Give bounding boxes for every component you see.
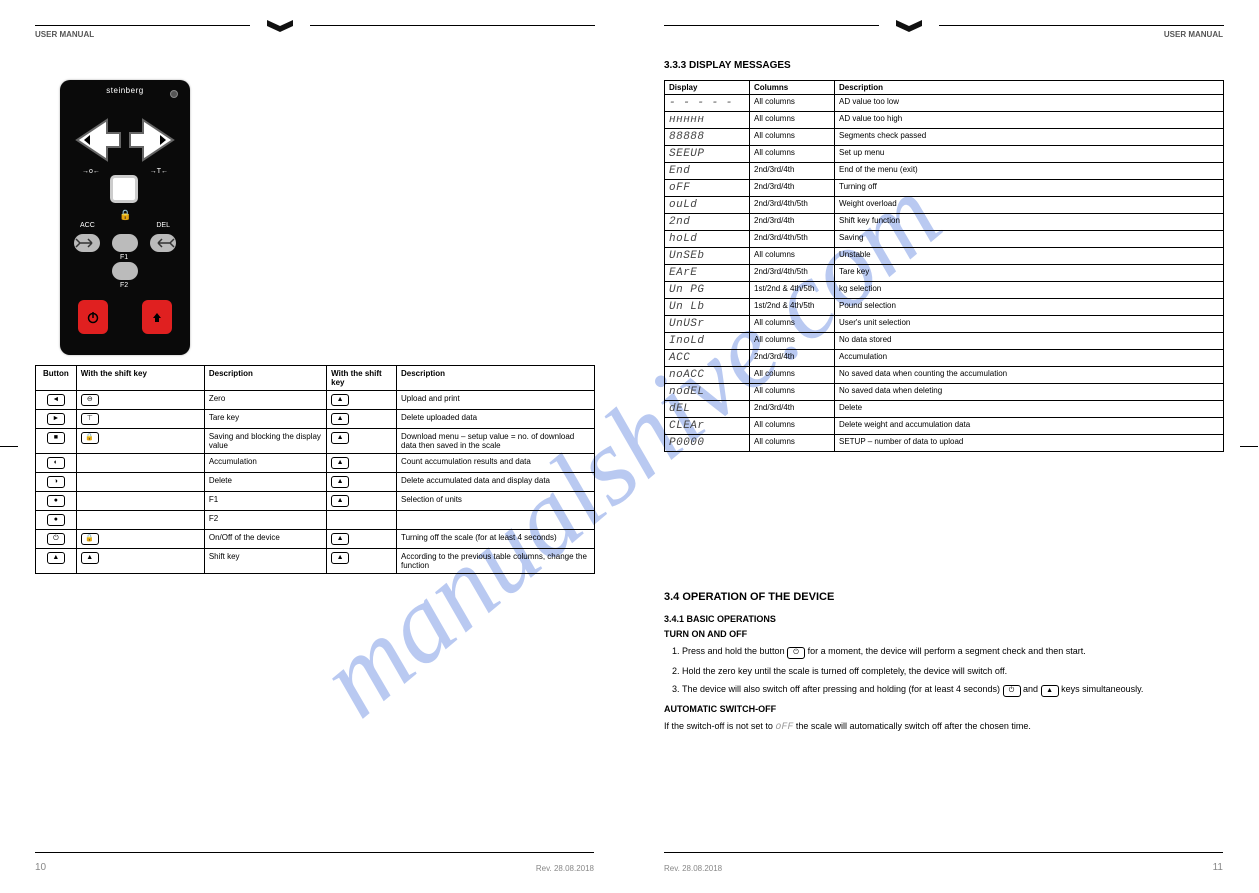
remote-arrow-left xyxy=(72,115,122,165)
display-table-row: UnSEbAll columnsUnstable xyxy=(665,248,1224,265)
acc-label: ACC xyxy=(80,222,95,229)
display-table-row: oFF2nd/3rd/4thTurning off xyxy=(665,180,1224,197)
button-table-row: ►⊤Tare key▲Delete uploaded data xyxy=(36,410,595,429)
display-table-row: - - - - -All columnsAD value too low xyxy=(665,95,1224,112)
crop-mark-right xyxy=(1240,446,1258,447)
remote-lock-button xyxy=(110,175,138,203)
th-shift2: With the shift key xyxy=(327,366,397,391)
footer-rule xyxy=(35,852,594,853)
button-table-row: ◄⊖Zero▲Upload and print xyxy=(36,391,595,410)
display-table-row: nodELAll columnsNo saved data when delet… xyxy=(665,384,1224,401)
button-table-row: ●F1▲Selection of units xyxy=(36,492,595,511)
display-table-row: noACCAll columnsNo saved data when count… xyxy=(665,367,1224,384)
display-table-row: CLEArAll columnsDelete weight and accumu… xyxy=(665,418,1224,435)
rev-date-right: Rev. 28.08.2018 xyxy=(664,864,722,873)
th-desc2: Description xyxy=(397,366,595,391)
display-table-row: Un PG1st/2nd & 4th/5thkg selection xyxy=(665,282,1224,299)
button-table-row: ▲▲Shift key▲According to the previous ta… xyxy=(36,549,595,574)
rev-date-left: Rev. 28.08.2018 xyxy=(536,864,594,873)
button-function-table: Button With the shift key Description Wi… xyxy=(35,365,595,574)
footer-rule xyxy=(664,852,1223,853)
page-right: USER MANUAL 3.3.3 DISPLAY MESSAGES Displ… xyxy=(629,0,1258,893)
step-turn-off-combo: The device will also switch off after pr… xyxy=(682,683,1224,697)
remote-f2-button xyxy=(112,262,138,280)
display-table-row: End2nd/3rd/4thEnd of the menu (exit) xyxy=(665,163,1224,180)
button-table-row: ◑Delete▲Delete accumulated data and disp… xyxy=(36,473,595,492)
heading-operation: 3.4 OPERATION OF THE DEVICE xyxy=(664,590,1224,605)
f1-label: F1 xyxy=(120,254,128,261)
power-icon: ⏻ xyxy=(787,647,805,659)
button-table-row: ●F2 xyxy=(36,511,595,530)
tare-label: →T← xyxy=(150,168,168,175)
display-table-row: 88888All columnsSegments check passed xyxy=(665,129,1224,146)
remote-led-icon xyxy=(170,90,178,98)
th-desc1: Description xyxy=(204,366,326,391)
heading-auto-off: AUTOMATIC SWITCH-OFF xyxy=(664,704,776,714)
operation-section: 3.4 OPERATION OF THE DEVICE 3.4.1 BASIC … xyxy=(664,580,1224,739)
th-button: Button xyxy=(36,366,77,391)
display-table-row: EArE2nd/3rd/4th/5thTare key xyxy=(665,265,1224,282)
crop-mark-left xyxy=(0,446,18,447)
page-number-left: 10 xyxy=(35,862,46,873)
remote-diagram: steinberg →o← →T← 🔒 ACC DEL F1 F2 xyxy=(60,80,190,355)
th-columns: Columns xyxy=(750,81,835,95)
header-rule-left xyxy=(664,25,879,26)
remote-del-button xyxy=(150,234,176,252)
page-left: USER MANUAL steinberg →o← →T← 🔒 ACC DEL … xyxy=(0,0,629,893)
auto-off-text: If the switch-off is not set to oFF the … xyxy=(664,720,1224,735)
shift-icon: ▲ xyxy=(1041,685,1059,697)
lock-icon: 🔒 xyxy=(119,210,131,221)
display-table-row: ouLd2nd/3rd/4th/5thWeight overload xyxy=(665,197,1224,214)
remote-shift-button xyxy=(142,300,172,334)
remote-arrow-right xyxy=(128,115,178,165)
button-table-row: ⏻🔒On/Off of the device▲Turning off the s… xyxy=(36,530,595,549)
section-heading-display: 3.3.3 DISPLAY MESSAGES xyxy=(664,60,791,71)
header-rule-right xyxy=(310,25,595,26)
th-desc: Description xyxy=(835,81,1224,95)
f2-label: F2 xyxy=(120,282,128,289)
off-display-code: oFF xyxy=(775,722,793,733)
header-rule-left xyxy=(35,25,250,26)
header-title: USER MANUAL xyxy=(1164,30,1223,39)
th-shift1: With the shift key xyxy=(76,366,204,391)
page-number-right: 11 xyxy=(1213,862,1223,873)
display-table-row: SEEUPAll columnsSet up menu xyxy=(665,146,1224,163)
remote-f1-button xyxy=(112,234,138,252)
button-table-row: ■🔒Saving and blocking the display value▲… xyxy=(36,429,595,454)
heading-turn-on-off: TURN ON AND OFF xyxy=(664,629,747,639)
brand-chevron-icon xyxy=(265,14,295,36)
display-table-row: 2nd2nd/3rd/4thShift key function xyxy=(665,214,1224,231)
display-table-row: ACC2nd/3rd/4thAccumulation xyxy=(665,350,1224,367)
display-table-row: нннннAll columnsAD value too high xyxy=(665,112,1224,129)
power-icon: ⏻ xyxy=(1003,685,1021,697)
display-table-row: InoLdAll columnsNo data stored xyxy=(665,333,1224,350)
remote-power-button xyxy=(78,300,108,334)
display-table-row: Un Lb1st/2nd & 4th/5thPound selection xyxy=(665,299,1224,316)
brand-chevron-icon xyxy=(894,14,924,36)
display-table-row: UnUSrAll columnsUser's unit selection xyxy=(665,316,1224,333)
header-title: USER MANUAL xyxy=(35,30,94,39)
step-turn-on: Press and hold the button ⏻ for a moment… xyxy=(682,645,1224,659)
remote-acc-button xyxy=(74,234,100,252)
button-table-row: ◐Accumulation▲Count accumulation results… xyxy=(36,454,595,473)
step-turn-off-zero: Hold the zero key until the scale is tur… xyxy=(682,665,1224,678)
heading-basic-ops: 3.4.1 BASIC OPERATIONS xyxy=(664,613,1224,626)
th-display: Display xyxy=(665,81,750,95)
del-label: DEL xyxy=(156,222,170,229)
zero-label: →o← xyxy=(82,168,100,175)
display-table-row: P0000All columnsSETUP – number of data t… xyxy=(665,435,1224,452)
display-table-row: dEL2nd/3rd/4thDelete xyxy=(665,401,1224,418)
display-messages-table: Display Columns Description - - - - -All… xyxy=(664,80,1224,452)
display-table-row: hoLd2nd/3rd/4th/5thSaving xyxy=(665,231,1224,248)
header-rule-right xyxy=(939,25,1224,26)
